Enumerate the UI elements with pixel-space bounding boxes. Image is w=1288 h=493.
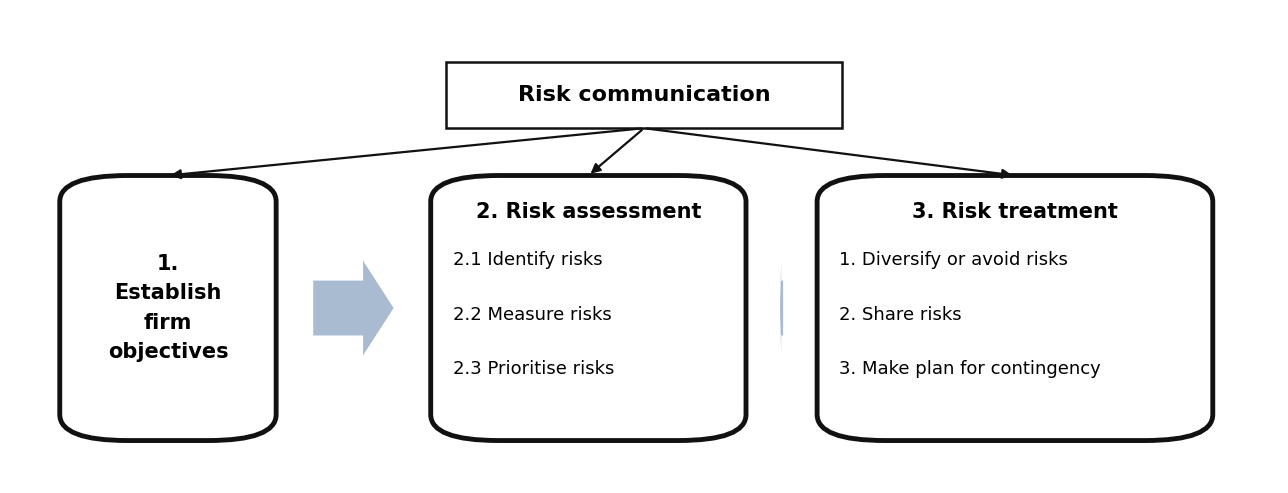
- Text: 1.
Establish
firm
objectives: 1. Establish firm objectives: [108, 253, 228, 362]
- FancyBboxPatch shape: [59, 176, 276, 441]
- Text: 2.3 Prioritise risks: 2.3 Prioritise risks: [453, 360, 614, 378]
- Text: 2.2 Measure risks: 2.2 Measure risks: [453, 306, 612, 324]
- Text: 2. Share risks: 2. Share risks: [840, 306, 962, 324]
- Polygon shape: [781, 261, 783, 355]
- Text: 2.1 Identify risks: 2.1 Identify risks: [453, 251, 603, 269]
- FancyBboxPatch shape: [446, 62, 842, 128]
- Text: 3. Make plan for contingency: 3. Make plan for contingency: [840, 360, 1101, 378]
- FancyBboxPatch shape: [430, 176, 746, 441]
- FancyBboxPatch shape: [817, 176, 1213, 441]
- Text: 2. Risk assessment: 2. Risk assessment: [475, 202, 701, 221]
- Text: 1. Diversify or avoid risks: 1. Diversify or avoid risks: [840, 251, 1068, 269]
- Text: Risk communication: Risk communication: [518, 85, 770, 105]
- Polygon shape: [313, 261, 394, 355]
- Text: 3. Risk treatment: 3. Risk treatment: [912, 202, 1118, 221]
